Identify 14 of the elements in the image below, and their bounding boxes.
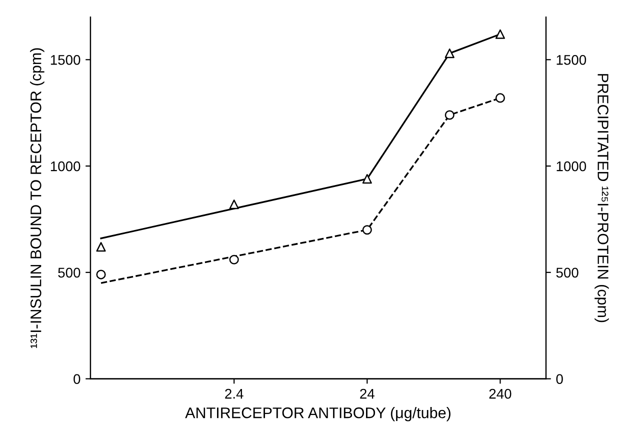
y2-tick-label: 0 <box>556 374 563 384</box>
y2-tick-label: 500 <box>556 268 578 278</box>
x-axis-title: ANTIRECEPTOR ANTIBODY (μg/tube) <box>185 407 450 422</box>
y-tick-label: 1000 <box>50 161 80 172</box>
y-tick-label: 500 <box>58 268 80 278</box>
x-tick-label: 240 <box>489 388 512 399</box>
y-axis-title: ¹³¹I-INSULIN BOUND TO RECEPTOR (cpm) <box>30 48 44 348</box>
y-tick-label: 0 <box>74 374 80 384</box>
x-tick-label: 2.4 <box>225 388 244 399</box>
y-tick-label: 1500 <box>50 55 80 65</box>
y2-tick-label: 1000 <box>556 161 586 172</box>
y2-axis-title: PRECIPITATED ¹²⁵I-PROTEIN (cpm) <box>594 74 609 322</box>
x-tick-label: 24 <box>360 388 374 399</box>
y2-tick-label: 1500 <box>556 55 586 65</box>
